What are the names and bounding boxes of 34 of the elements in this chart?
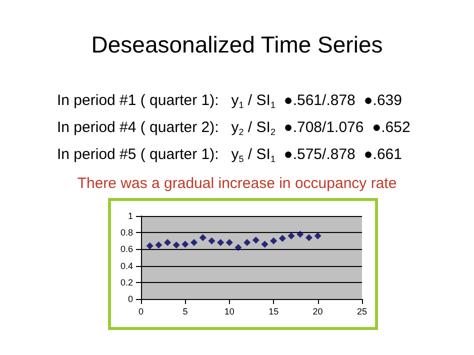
point (261, 240, 268, 248)
point (314, 232, 322, 240)
x-tick-label: 15 (268, 306, 279, 316)
point (208, 237, 216, 244)
point (155, 242, 162, 249)
y-tick-label: 0.4 (120, 260, 133, 271)
point (146, 242, 154, 250)
y-tick-label: 0.8 (120, 228, 133, 238)
x-tick-label: 25 (356, 306, 368, 316)
point (234, 244, 242, 252)
point (164, 239, 172, 246)
point (190, 239, 198, 246)
x-tick-label: 0 (138, 306, 144, 316)
point (217, 239, 224, 246)
y-tick-label: 0 (128, 294, 133, 304)
x-tick-label: 10 (224, 306, 234, 316)
point (172, 242, 180, 249)
y-tick-label: 0.6 (120, 244, 133, 254)
point (244, 239, 251, 246)
point (270, 237, 278, 244)
x-tick-label: 20 (312, 306, 323, 316)
point (252, 236, 260, 244)
point (296, 230, 304, 238)
point (226, 239, 233, 246)
point (305, 234, 312, 242)
point (182, 240, 189, 248)
x-tick-label: 5 (182, 306, 188, 316)
point (199, 234, 206, 242)
point (278, 234, 286, 242)
point (288, 232, 295, 240)
y-tick-label: 0.2 (120, 277, 133, 288)
chart-title: Deseasonalized Time Series (91, 32, 383, 58)
y-tick-label: 1 (128, 211, 133, 221)
text: There was a gradual increase in occupancy rate (77, 175, 397, 192)
